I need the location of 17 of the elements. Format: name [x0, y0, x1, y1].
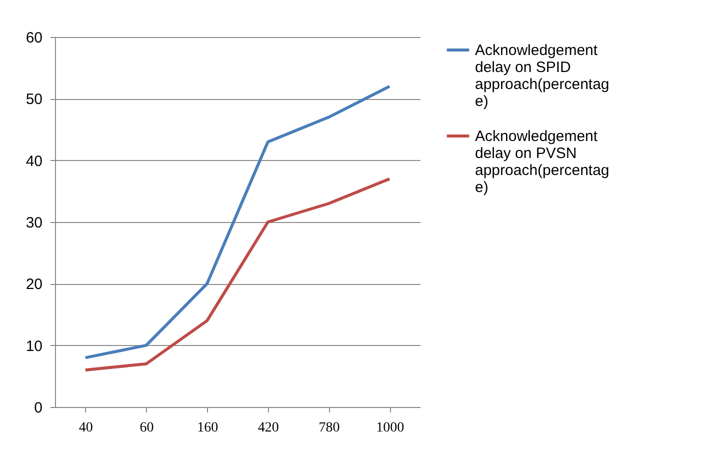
legend-label: Acknowledgement delay on PVSN approach(percentage) — [475, 128, 610, 196]
y-tick-label: 40 — [26, 152, 42, 170]
line-series — [84, 177, 392, 372]
x-tick-label: 420 — [258, 420, 279, 436]
y-tick-label: 10 — [26, 338, 42, 355]
x-tick-label: 1000 — [376, 420, 404, 436]
x-tick-label: 60 — [140, 420, 154, 436]
y-tick-label: 0 — [34, 400, 42, 416]
line-series — [84, 84, 392, 360]
x-tick-label: 160 — [197, 420, 218, 436]
legend-label: Acknowledgement delay on SPID approach(percentage) — [475, 42, 610, 110]
y-tick-label: 60 — [26, 30, 42, 46]
y-tick-label: 20 — [26, 276, 42, 294]
y-tick-label: 50 — [26, 91, 42, 108]
x-tick-label: 780 — [318, 420, 340, 436]
x-tick-label: 40 — [78, 420, 93, 436]
y-tick-label: 30 — [26, 214, 42, 232]
